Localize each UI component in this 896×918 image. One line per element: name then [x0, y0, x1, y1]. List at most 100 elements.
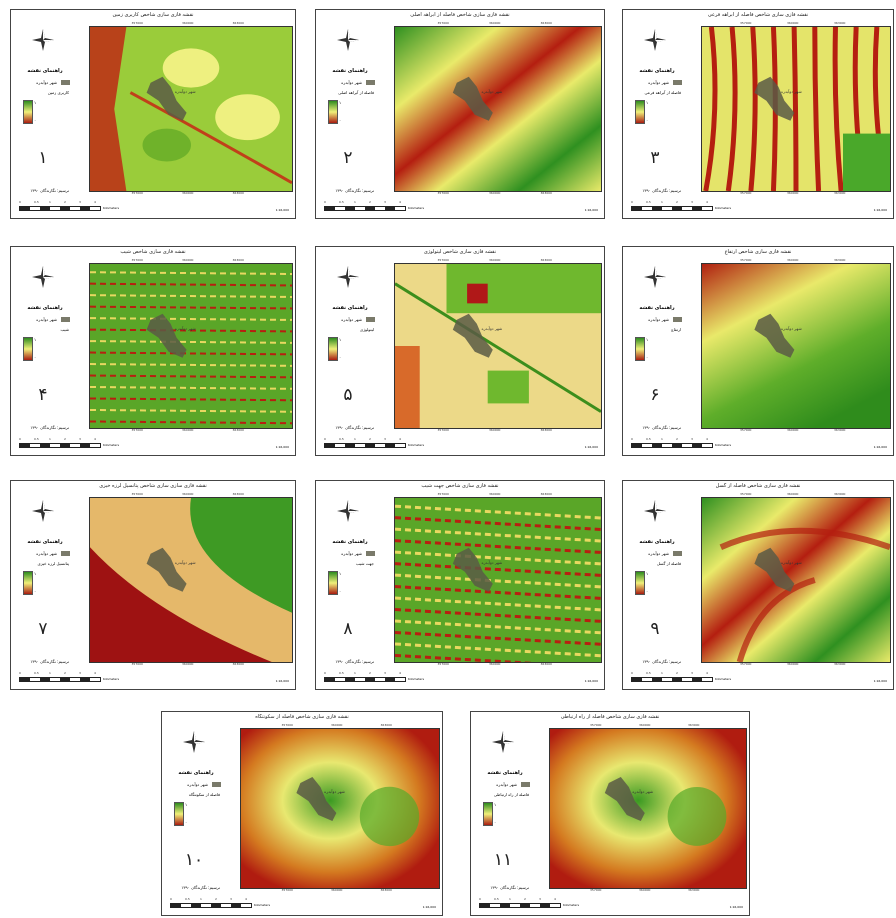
scale-ratio: 1:16,000	[584, 679, 598, 683]
fuzzy-map: شهر دوآبدره	[394, 497, 602, 663]
panel-title: نقشه فازی سازی شاخص فاصله از آبراهه اصلی	[410, 12, 510, 18]
scale-tick-label: 0	[324, 200, 326, 204]
factor-label: فاصله از راه ارتباطی	[493, 792, 529, 797]
fuzzy-map: شهر دوآبدره	[89, 497, 293, 663]
legend-title: راهنمای نقشه	[27, 68, 63, 74]
color-ramp	[23, 337, 33, 361]
ramp-max-label: ۱	[339, 337, 342, 342]
scale-tick-label: 1	[49, 671, 51, 675]
map-panel: نقشه فازی سازی شاخص شیب راهنمای نقشه شهر د…	[10, 246, 296, 456]
coordinate-tick: 360000	[489, 492, 501, 496]
scale-ratio: 1:16,000	[275, 208, 289, 212]
coordinate-tick: 363000	[540, 258, 552, 262]
coordinate-tick: 357000	[131, 428, 143, 432]
fuzzy-map: شهر دوآبدره	[89, 263, 293, 429]
panel-title: نقشه فازی سازی شاخص جهت شیب	[421, 483, 499, 489]
scale-unit: Kilometers	[408, 443, 425, 447]
scale-tick-label: 3	[691, 671, 693, 675]
scale-tick-label: 0.5	[34, 200, 39, 204]
panel-number: ۱	[38, 148, 48, 168]
coordinate-tick: 363000	[380, 723, 392, 727]
scale-bar	[170, 903, 252, 908]
coordinate-tick: 357000	[437, 662, 449, 666]
scale-tick-label: 0	[324, 437, 326, 441]
scale-bar	[631, 443, 713, 448]
scale-tick-label: 0.5	[646, 200, 651, 204]
ramp-min-label: ۰	[34, 355, 37, 360]
coordinate-tick: 357000	[131, 492, 143, 496]
coordinate-tick: 360000	[331, 888, 343, 892]
north-arrow-icon	[31, 265, 55, 289]
coordinate-tick: 360000	[489, 662, 501, 666]
city-map-label: شهر دوآبدره	[481, 560, 503, 566]
scale-tick-label: 0.5	[339, 437, 344, 441]
legend-title: راهنمای نقشه	[639, 68, 675, 74]
coordinate-tick: 360000	[787, 191, 799, 195]
scale-tick-label: 0.5	[646, 437, 651, 441]
scale-bar	[479, 903, 561, 908]
ramp-min-label: ۰	[646, 589, 649, 594]
legend-title: راهنمای نقشه	[178, 770, 214, 776]
color-ramp	[328, 571, 338, 595]
coordinate-tick: 357000	[281, 723, 293, 727]
panel-title: نقشه فازی سازی شاخص فاصله از آبراهه فرعی	[707, 12, 809, 18]
ramp-min-label: ۰	[34, 118, 37, 123]
author-credit: ترسیم: نگارندگان ۱۳۹۰	[30, 425, 69, 430]
coordinate-tick: 357000	[281, 888, 293, 892]
scale-tick-label: 3	[691, 437, 693, 441]
ramp-min-label: ۰	[185, 820, 188, 825]
city-legend-label: شهر دوآبدره	[496, 782, 517, 787]
ramp-max-label: ۱	[34, 571, 37, 576]
scale-tick-label: 2	[64, 437, 66, 441]
coordinate-tick: 363000	[834, 492, 846, 496]
scale-ratio: 1:16,000	[275, 445, 289, 449]
scale-tick-label: 1	[509, 897, 511, 901]
fuzzy-map: شهر دوآبدره	[701, 263, 891, 429]
scale-ratio: 1:16,000	[873, 208, 887, 212]
ramp-min-label: ۰	[339, 589, 342, 594]
city-map-label: شهر دوآبدره	[324, 789, 345, 795]
map-panel: نقشه فازی سازی شاخص فاصله از سکونتگاه راه…	[161, 711, 443, 916]
color-ramp	[23, 100, 33, 124]
scale-tick-label: 2	[676, 671, 678, 675]
scale-ratio: 1:16,000	[873, 445, 887, 449]
city-map-label: شهر دوآبدره	[174, 89, 196, 95]
color-ramp	[174, 802, 184, 826]
scale-ratio: 1:16,000	[873, 679, 887, 683]
factor-label: ارتفاع	[671, 327, 681, 332]
coordinate-tick: 363000	[232, 191, 244, 195]
panel-title: نقشه فازی سازی شاخص فاصله از سکونتگاه	[255, 714, 349, 720]
scale-unit: Kilometers	[103, 677, 120, 681]
scale-tick-label: 4	[94, 671, 96, 675]
city-legend-label: شهر دوآبدره	[36, 551, 57, 556]
legend-title: راهنمای نقشه	[332, 539, 368, 545]
coordinate-tick: 360000	[787, 492, 799, 496]
city-swatch	[366, 80, 375, 85]
scale-tick-label: 3	[539, 897, 541, 901]
fuzzy-map: شهر دوآبدره	[394, 26, 602, 192]
north-arrow-icon	[31, 28, 55, 52]
city-swatch	[61, 317, 70, 322]
scale-tick-label: 3	[79, 200, 81, 204]
panel-number: ۸	[343, 619, 353, 639]
map-panel: نقشه فازی سازی سازی شاخص پتانسیل لرزه خی…	[10, 480, 296, 690]
coordinate-tick: 360000	[489, 191, 501, 195]
scale-tick-label: 0.5	[494, 897, 499, 901]
map-panel: نقشه فازی سازی شاخص فاصله از گسل راهنمای …	[622, 480, 894, 690]
scale-tick-label: 3	[384, 671, 386, 675]
ramp-max-label: ۱	[339, 571, 342, 576]
north-arrow-icon	[336, 28, 360, 52]
panel-title: نقشه فازی سازی شاخص شیب	[120, 249, 186, 255]
city-map-label: شهر دوآبدره	[174, 560, 196, 566]
city-swatch	[366, 317, 375, 322]
scale-unit: Kilometers	[563, 903, 580, 907]
coordinate-tick: 357000	[590, 888, 602, 892]
city-map-label: شهر دوآبدره	[780, 560, 802, 566]
city-legend-label: شهر دوآبدره	[341, 80, 362, 85]
scale-tick-label: 1	[200, 897, 202, 901]
scale-unit: Kilometers	[408, 206, 425, 210]
north-arrow-icon	[336, 499, 360, 523]
panel-title: نقشه فازی سازی شاخص فاصله از راه ارتباطی	[560, 714, 660, 720]
scale-tick-label: 0	[324, 671, 326, 675]
fuzzy-map: شهر دوآبدره	[701, 497, 891, 663]
